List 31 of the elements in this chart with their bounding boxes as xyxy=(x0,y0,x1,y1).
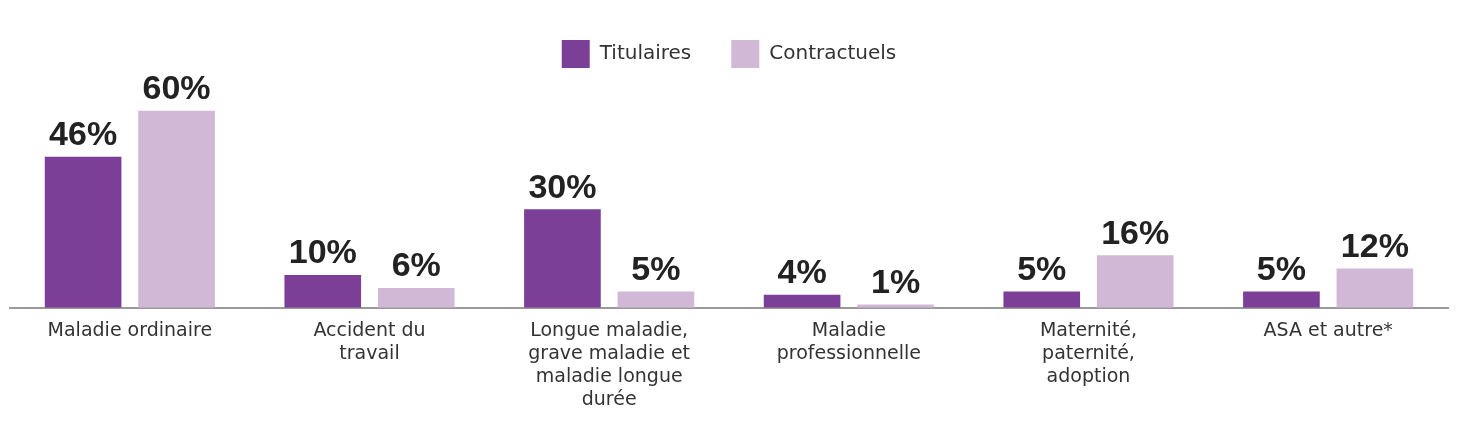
bar xyxy=(138,110,215,308)
legend-label: Contractuels xyxy=(769,40,897,65)
x-tick-label: Longue maladie, grave maladie et maladie longue durée xyxy=(528,318,691,409)
data-label: 30% xyxy=(528,166,597,205)
data-label: 6% xyxy=(391,245,441,284)
bar xyxy=(377,288,455,308)
bar xyxy=(1243,291,1320,308)
bar xyxy=(617,291,695,308)
data-label: 5% xyxy=(631,248,681,287)
data-label: 4% xyxy=(777,252,827,291)
data-label: 16% xyxy=(1101,212,1170,251)
bar xyxy=(284,274,362,308)
data-label: 46% xyxy=(49,114,118,153)
data-label: 5% xyxy=(1017,248,1067,287)
x-tick-label: Maladie professionnelle xyxy=(776,318,921,363)
x-tick-label: Maladie ordinaire xyxy=(47,318,213,341)
data-label: 1% xyxy=(871,261,921,300)
legend-label: Titulaires xyxy=(598,40,692,65)
data-label: 5% xyxy=(1256,248,1306,287)
x-tick-label: Maternité, paternité, adoption xyxy=(1039,318,1138,386)
data-label: 60% xyxy=(142,68,211,107)
x-tick-label: ASA et autre* xyxy=(1263,318,1393,341)
x-tick-label: Accident du travail xyxy=(313,318,426,363)
bar xyxy=(44,156,122,308)
bar xyxy=(763,294,841,308)
bar xyxy=(1003,291,1081,308)
data-label: 10% xyxy=(288,232,357,271)
bar xyxy=(1336,268,1414,308)
bar xyxy=(1096,255,1174,308)
bar xyxy=(524,209,601,308)
data-label: 12% xyxy=(1340,225,1409,264)
